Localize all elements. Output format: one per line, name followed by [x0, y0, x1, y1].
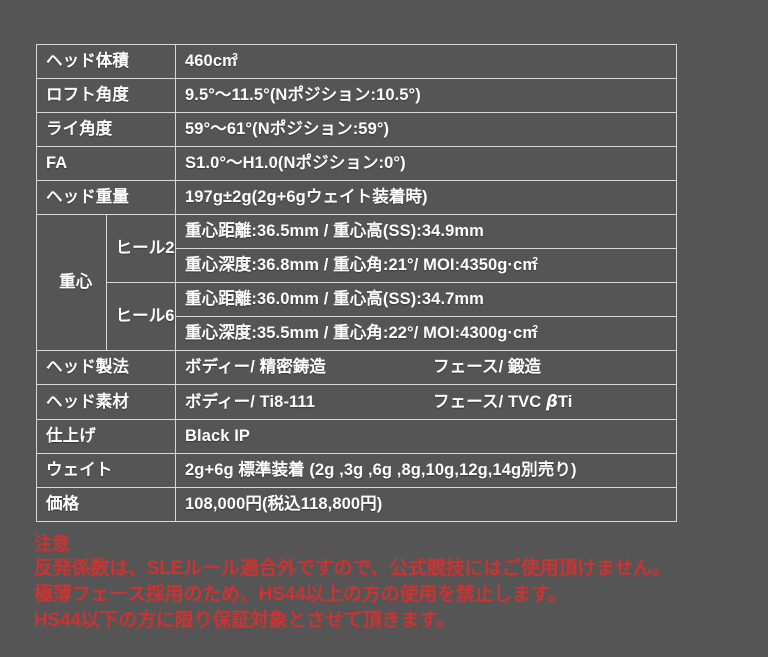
table-row: ヘッド重量 197g±2g(2g+6gウェイト装着時)	[36, 180, 677, 215]
dual-value-wrapper: ボディー/ Ti8-111 フェース/ TVC βTi	[185, 386, 676, 419]
row-value-head-construction: ボディー/ 精密鋳造 フェース/ 鍛造	[175, 350, 677, 385]
row-value-fa: S1.0°〜H1.0(Nポジション:0°)	[175, 146, 677, 181]
cog-sublabel-heel-6g: ヒール6g	[105, 282, 176, 351]
row-value-head-weight: 197g±2g(2g+6gウェイト装着時)	[175, 180, 677, 215]
row-value-price: 108,000円(税込118,800円)	[175, 487, 677, 522]
head-material-body: ボディー/ Ti8-111	[185, 392, 316, 411]
cog-heel6g-line-1: 重心距離:36.0mm / 重心高(SS):34.7mm	[175, 282, 677, 317]
row-label-head-volume: ヘッド体積	[36, 44, 176, 79]
row-label-center-of-gravity: 重心	[36, 214, 107, 351]
table-row: ウェイト 2g+6g 標準装着 (2g ,3g ,6g ,8g,10g,12g,…	[36, 453, 677, 488]
row-value-loft-angle: 9.5°〜11.5°(Nポジション:10.5°)	[175, 78, 677, 113]
head-material-face: フェース/ TVC βTi	[433, 386, 676, 419]
square-superscript: 2	[532, 255, 539, 267]
table-row: 重心深度:35.5mm / 重心角:22°/ MOI:4300g·cm2	[37, 316, 677, 351]
row-label-head-material: ヘッド素材	[36, 384, 176, 420]
row-value-weight: 2g+6g 標準装着 (2g ,3g ,6g ,8g,10g,12g,14g別売…	[175, 453, 677, 488]
table-row: 仕上げ Black IP	[36, 419, 677, 454]
table-row: ヒール6g 重心距離:36.0mm / 重心高(SS):34.7mm	[37, 282, 677, 351]
table-row: 重心深度:36.8mm / 重心角:21°/ MOI:4350g·cm2	[37, 248, 677, 283]
table-row: ヘッド体積 460cm3	[36, 44, 677, 79]
row-value-head-material: ボディー/ Ti8-111 フェース/ TVC βTi	[175, 384, 677, 420]
row-label-weight: ウェイト	[36, 453, 176, 488]
head-material-face-post: Ti	[557, 393, 573, 411]
table-row: ヘッド製法 ボディー/ 精密鋳造 フェース/ 鍛造	[36, 350, 677, 385]
notice-line-1: 反発係数は、SLEルール適合外ですので、公式競技にはご使用頂けません。	[34, 558, 671, 579]
table-row: FA S1.0°〜H1.0(Nポジション:0°)	[36, 146, 677, 181]
table-row: ロフト角度 9.5°〜11.5°(Nポジション:10.5°)	[36, 78, 677, 113]
row-value-lie-angle: 59°〜61°(Nポジション:59°)	[175, 112, 677, 147]
cog-heel6g-line-2: 重心深度:35.5mm / 重心角:22°/ MOI:4300g·cm2	[175, 316, 677, 351]
notice-heading: 注意	[34, 534, 70, 554]
row-value-finish: Black IP	[175, 419, 677, 454]
cog-sublabel-heel-2g: ヒール2g	[105, 214, 176, 283]
row-label-head-weight: ヘッド重量	[36, 180, 176, 215]
head-construction-body: ボディー/ 精密鋳造	[185, 358, 327, 376]
specification-table: ヘッド体積 460cm3 ロフト角度 9.5°〜11.5°(Nポジション:10.…	[36, 44, 677, 522]
table-row: ライ角度 59°〜61°(Nポジション:59°)	[36, 112, 677, 147]
cog-heel6g-line-2-text: 重心深度:35.5mm / 重心角:22°/ MOI:4300g·cm	[185, 324, 538, 342]
row-label-lie-angle: ライ角度	[36, 112, 176, 147]
table-row: 重心 ヒール2g 重心距離:36.5mm / 重心高(SS):34.9mm	[36, 214, 677, 351]
cog-heel2g-line-1: 重心距離:36.5mm / 重心高(SS):34.9mm	[175, 214, 677, 249]
head-volume-text: 460cm	[185, 52, 237, 70]
head-construction-face: フェース/ 鍛造	[433, 358, 542, 376]
row-label-finish: 仕上げ	[36, 419, 176, 454]
dual-value-wrapper: ボディー/ 精密鋳造 フェース/ 鍛造	[185, 352, 676, 384]
row-label-loft-angle: ロフト角度	[36, 78, 176, 113]
square-superscript: 2	[532, 323, 539, 335]
beta-symbol: β	[545, 392, 558, 411]
notice-block: 注意 反発係数は、SLEルール適合外ですので、公式競技にはご使用頂けません。 極…	[34, 532, 671, 634]
row-value-head-volume: 460cm3	[175, 44, 677, 79]
table-row: 価格 108,000円(税込118,800円)	[36, 487, 677, 522]
notice-line-3: HS44以下の方に限り保証対象とさせて頂きます。	[34, 610, 455, 631]
notice-line-2: 極薄フェース採用のため、HS44以上の方の使用を禁止します。	[34, 584, 567, 605]
row-label-head-construction: ヘッド製法	[36, 350, 176, 385]
cog-heel2g-line-2: 重心深度:36.8mm / 重心角:21°/ MOI:4350g·cm2	[175, 248, 677, 283]
head-material-face-pre: フェース/ TVC	[433, 393, 546, 411]
row-label-price: 価格	[36, 487, 176, 522]
table-row: ヘッド素材 ボディー/ Ti8-111 フェース/ TVC βTi	[36, 384, 677, 420]
cubic-superscript: 3	[232, 51, 238, 63]
cog-heel2g-line-2-text: 重心深度:36.8mm / 重心角:21°/ MOI:4350g·cm	[185, 256, 538, 274]
row-label-fa: FA	[36, 146, 176, 181]
